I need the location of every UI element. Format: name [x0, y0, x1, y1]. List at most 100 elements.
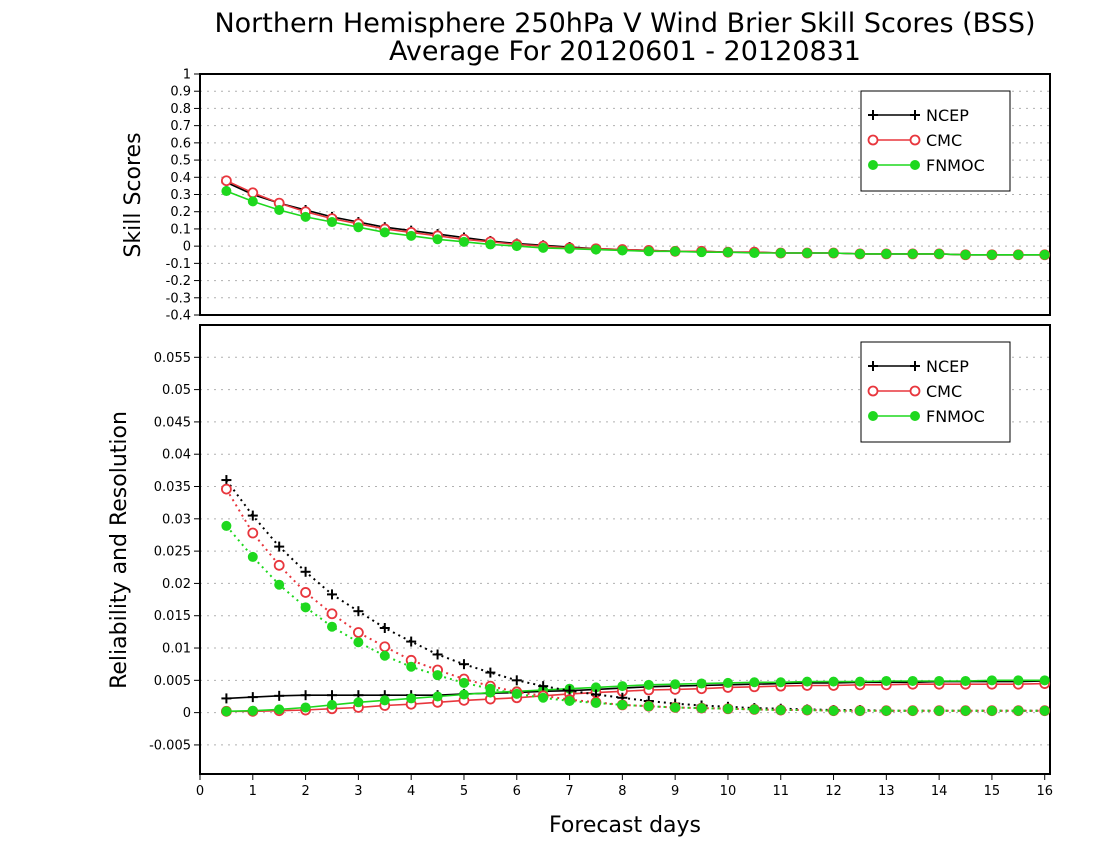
top-ytick-label-9: 0.5 — [170, 154, 191, 169]
bot-ytick-label-8: 0.035 — [154, 480, 191, 495]
top-ytick-label-11: 0.7 — [170, 119, 191, 134]
bot-series-5-fnmoc-dotted — [221, 520, 1050, 716]
xtick-label-13: 13 — [878, 784, 895, 799]
top-series-2-point-16 — [643, 246, 654, 257]
top-series-2-point-25 — [881, 248, 892, 259]
bot-legend-marker-start-2 — [868, 411, 878, 421]
bot-series-2-point-31 — [1039, 675, 1050, 686]
bot-series-3-point-8 — [432, 649, 443, 660]
bot-series-3-point-7 — [406, 636, 417, 647]
bot-series-3-point-4 — [326, 589, 337, 600]
top-ytick-label-3: -0.1 — [166, 257, 191, 272]
bottom-series-lines — [220, 475, 1051, 717]
bot-series-5-point-16 — [643, 701, 654, 712]
top-legend-item-ncep: NCEP — [868, 106, 969, 125]
bot-ytick-label-4: 0.015 — [154, 609, 191, 624]
xtick-label-16: 16 — [1036, 784, 1053, 799]
bot-series-3-point-2 — [274, 541, 285, 552]
top-ytick-label-8: 0.4 — [170, 171, 191, 186]
xtick-label-12: 12 — [825, 784, 842, 799]
bot-series-4-point-0 — [220, 483, 232, 495]
xtick-label-5: 5 — [460, 784, 468, 799]
bot-series-3-point-9 — [458, 659, 469, 670]
bot-series-5-point-0 — [221, 520, 232, 531]
top-series-2-point-27 — [934, 248, 945, 259]
bot-series-5-point-10 — [485, 683, 496, 694]
bot-series-5-point-22 — [802, 705, 813, 716]
top-series-2-point-2 — [274, 204, 285, 215]
top-legend: NCEP CMC FNMOC — [860, 90, 1011, 192]
bot-legend-marker-start-0 — [868, 361, 878, 371]
top-series-2-point-7 — [406, 230, 417, 241]
reliability-resolution-panel: -0.005 0 0.005 0.01 0.015 0.02 0.025 0.03 0.035 0… — [107, 324, 1053, 838]
top-legend-item-fnmoc: FNMOC — [868, 156, 985, 175]
bot-series-2-point-30 — [1013, 675, 1024, 686]
bot-series-2-point-23 — [828, 676, 839, 687]
bot-series-2-point-3 — [300, 702, 311, 713]
bot-series-5-point-18 — [696, 703, 707, 714]
bot-series-2-point-8 — [432, 691, 443, 702]
xtick-label-14: 14 — [931, 784, 948, 799]
bot-ytick-label-0: -0.005 — [149, 738, 191, 753]
bot-series-5-point-24 — [854, 705, 865, 716]
bot-series-2-point-17 — [670, 679, 681, 690]
top-series-2-point-31 — [1039, 249, 1050, 260]
bot-series-2-point-27 — [934, 675, 945, 686]
top-legend-marker-end-0 — [910, 110, 920, 120]
bot-series-4-point-5 — [352, 627, 364, 638]
bot-legend-marker-start-1 — [867, 385, 879, 397]
top-series-2-point-1 — [247, 196, 258, 207]
bot-series-3-point-11 — [511, 675, 522, 686]
top-legend-label-0: NCEP — [926, 106, 969, 125]
top-y-ticks: -0.4 -0.3 -0.2 -0.1 0 0.1 0.2 0.3 0.4 0.5 0.6 0.7 0.… — [166, 68, 200, 324]
bot-series-2-point-20 — [749, 677, 760, 688]
top-series-2-point-14 — [590, 244, 601, 255]
top-ytick-label-0: -0.4 — [166, 309, 191, 324]
top-series-2-point-19 — [722, 247, 733, 258]
bot-series-4-point-6 — [379, 641, 391, 653]
bot-series-5-point-27 — [934, 705, 945, 716]
bot-series-5-point-26 — [907, 705, 918, 716]
top-series-2-point-10 — [485, 239, 496, 250]
bot-series-1-cmc-solid — [220, 678, 1051, 717]
bot-series-5-point-8 — [432, 670, 443, 681]
chart-title-line1: Northern Hemisphere 250hPa V Wind Brier … — [214, 8, 1035, 39]
bot-series-5-point-25 — [881, 705, 892, 716]
top-series-2-point-9 — [458, 236, 469, 247]
bot-series-5-point-30 — [1013, 705, 1024, 716]
bot-series-3-point-12 — [538, 681, 549, 692]
bot-series-2-point-21 — [775, 677, 786, 688]
xtick-label-1: 1 — [249, 784, 257, 799]
bot-series-5-point-3 — [300, 602, 311, 613]
top-series-2-point-17 — [670, 246, 681, 257]
bottom-y-ticks: -0.005 0 0.005 0.01 0.015 0.02 0.025 0.03 0.035 0… — [149, 351, 200, 753]
bot-series-4-point-3 — [300, 587, 311, 598]
bot-series-2-point-18 — [696, 678, 707, 689]
top-ytick-label-5: 0.1 — [170, 222, 191, 237]
top-series-2-point-11 — [511, 241, 522, 252]
bot-legend-marker-end-2 — [910, 411, 920, 421]
bot-series-2-point-5 — [353, 697, 364, 708]
bot-series-5-point-11 — [511, 688, 522, 699]
bot-series-2-point-24 — [854, 676, 865, 687]
bot-ytick-label-2: 0.005 — [154, 674, 191, 689]
top-ytick-label-12: 0.8 — [170, 102, 191, 117]
top-legend-marker-end-2 — [910, 160, 920, 170]
bot-series-5-point-29 — [986, 705, 997, 716]
top-series-1-point-0 — [220, 175, 232, 187]
top-series-1-point-1 — [247, 187, 259, 199]
bot-series-5-point-13 — [564, 695, 575, 706]
bot-ytick-label-11: 0.05 — [162, 383, 191, 398]
top-ytick-label-13: 0.9 — [170, 85, 191, 100]
bot-series-3-point-3 — [300, 566, 311, 577]
bot-series-3-point-13 — [564, 685, 575, 696]
top-series-2-fnmoc-solid — [221, 186, 1050, 260]
x-axis-label: Forecast days — [549, 813, 701, 838]
top-series-2-point-18 — [696, 247, 707, 258]
bot-series-2-point-6 — [379, 695, 390, 706]
bot-series-5-point-7 — [406, 661, 417, 672]
top-series-2-point-0 — [221, 186, 232, 197]
bot-series-5-point-1 — [247, 551, 258, 562]
bot-series-0-point-1 — [247, 692, 258, 703]
bot-series-3-point-0 — [221, 475, 232, 486]
